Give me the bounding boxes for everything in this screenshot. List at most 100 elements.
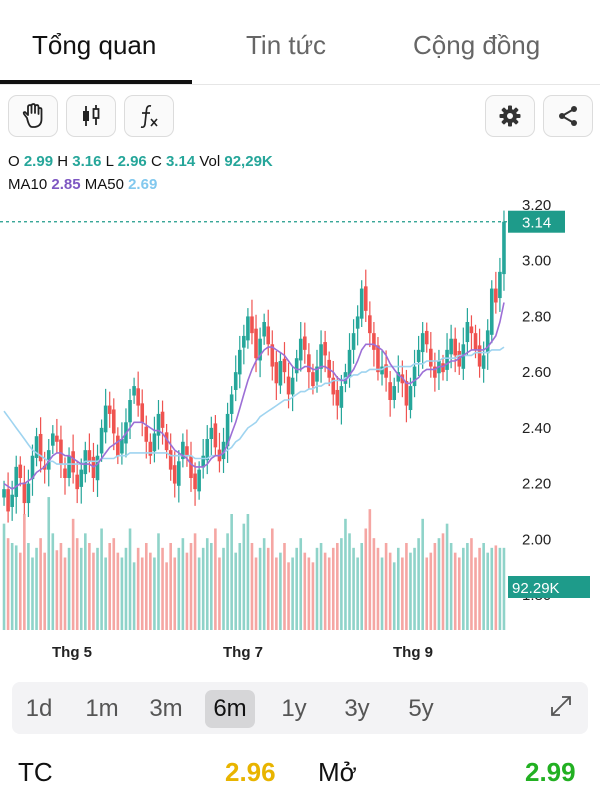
close-value: 3.14 xyxy=(165,153,196,170)
volume-bar xyxy=(360,543,364,630)
candle-body xyxy=(461,344,466,369)
candle-body xyxy=(152,433,157,452)
volume-bar xyxy=(336,543,339,630)
candle-body xyxy=(136,388,140,406)
candlestick-icon xyxy=(83,105,100,126)
candle-body xyxy=(441,363,445,373)
candle-body xyxy=(55,435,59,442)
candle-body xyxy=(120,439,124,454)
volume-bar xyxy=(71,518,75,630)
candle-body xyxy=(148,441,153,456)
candle-body xyxy=(132,386,136,396)
volume-bar xyxy=(14,545,18,630)
candle-body xyxy=(144,426,149,442)
period-3y[interactable]: 3y xyxy=(344,695,370,722)
candle-body xyxy=(359,288,364,319)
volume-bar xyxy=(189,543,193,630)
volume-bar xyxy=(128,528,132,630)
share-icon xyxy=(559,106,577,126)
volume-bar xyxy=(132,562,136,630)
volume-bar xyxy=(413,547,416,630)
candle-body xyxy=(181,441,185,460)
period-1y[interactable]: 1y xyxy=(281,695,307,722)
candle-body xyxy=(193,473,197,490)
ohlc-readout: O 2.99 H 3.16 L 2.96 C 3.14 Vol 92,29K xyxy=(8,153,273,170)
candle-body xyxy=(177,461,181,486)
candle-body xyxy=(213,423,218,448)
volume-bar xyxy=(474,557,477,630)
candle-body xyxy=(278,361,283,386)
hand-icon xyxy=(22,103,43,128)
period-3m[interactable]: 3m xyxy=(149,695,183,722)
candle-body xyxy=(368,315,372,334)
candle-body xyxy=(51,433,55,446)
volume-bar xyxy=(63,557,67,630)
open-price-label: Mở xyxy=(318,757,357,787)
volume-bar xyxy=(311,562,315,630)
open-price-value: 2.99 xyxy=(525,757,576,787)
volume-bar xyxy=(429,552,433,630)
candle-body xyxy=(14,466,19,497)
low-value: 2.96 xyxy=(117,153,147,170)
volume-bar xyxy=(88,543,91,630)
indicator-button[interactable] xyxy=(124,95,174,137)
candle-body xyxy=(233,372,238,390)
candle-body xyxy=(266,326,271,345)
candle-body xyxy=(87,450,92,462)
candle-body xyxy=(26,483,31,504)
high-label: H xyxy=(57,153,69,170)
period-1d[interactable]: 1d xyxy=(25,695,53,722)
candle-body xyxy=(416,349,421,363)
tab-overview[interactable]: Tổng quan xyxy=(32,30,157,60)
candle-body xyxy=(197,469,201,492)
ma50-line xyxy=(3,346,505,465)
period-5y[interactable]: 5y xyxy=(408,695,434,722)
volume-bar xyxy=(405,543,408,630)
volume-bar xyxy=(23,514,26,630)
candle-body xyxy=(189,455,193,478)
candle-body xyxy=(111,409,116,434)
candle-body xyxy=(6,489,10,512)
volume-bar xyxy=(218,557,221,630)
y-tick-label: 2.80 xyxy=(522,308,551,325)
candle-body xyxy=(477,345,482,367)
candle-body xyxy=(303,336,307,350)
low-label: L xyxy=(105,153,114,170)
volume-bar xyxy=(222,547,225,630)
function-icon xyxy=(140,104,158,129)
candlestick-button[interactable] xyxy=(66,95,116,137)
ma10-line xyxy=(3,302,505,491)
candle-body xyxy=(282,358,287,373)
tab-community[interactable]: Cộng đồng xyxy=(413,30,541,60)
candle-body xyxy=(274,362,279,384)
period-1m[interactable]: 1m xyxy=(85,695,119,722)
volume-bar xyxy=(67,547,71,630)
volume-bar xyxy=(323,552,327,630)
candle-body xyxy=(237,349,242,375)
tab-news[interactable]: Tin tức xyxy=(246,30,327,60)
candle-body xyxy=(481,355,486,369)
price-chart[interactable]: 3.203.002.802.602.402.202.001.803.1492.2… xyxy=(0,195,600,670)
volume-bar xyxy=(331,547,335,630)
volume-bar xyxy=(437,538,441,630)
high-value: 3.16 xyxy=(72,153,102,170)
volume-bar xyxy=(149,552,152,630)
volume-bar xyxy=(242,523,246,630)
settings-button[interactable] xyxy=(485,95,535,137)
volume-bar xyxy=(136,547,140,630)
volume-bar xyxy=(303,552,307,630)
volume-bar xyxy=(478,547,481,630)
candle-body xyxy=(380,366,384,375)
hand-tool-button[interactable] xyxy=(8,95,58,137)
volume-bar xyxy=(185,552,189,630)
candle-body xyxy=(384,364,388,378)
candle-body xyxy=(363,286,368,311)
candle-body xyxy=(2,489,6,498)
candle-body xyxy=(209,427,214,439)
volume-bar xyxy=(425,557,429,630)
expand-icon[interactable] xyxy=(548,693,574,719)
volume-bar xyxy=(376,547,380,630)
period-6m[interactable]: 6m xyxy=(205,690,255,728)
share-button[interactable] xyxy=(543,95,593,137)
volume-bar xyxy=(388,552,392,630)
